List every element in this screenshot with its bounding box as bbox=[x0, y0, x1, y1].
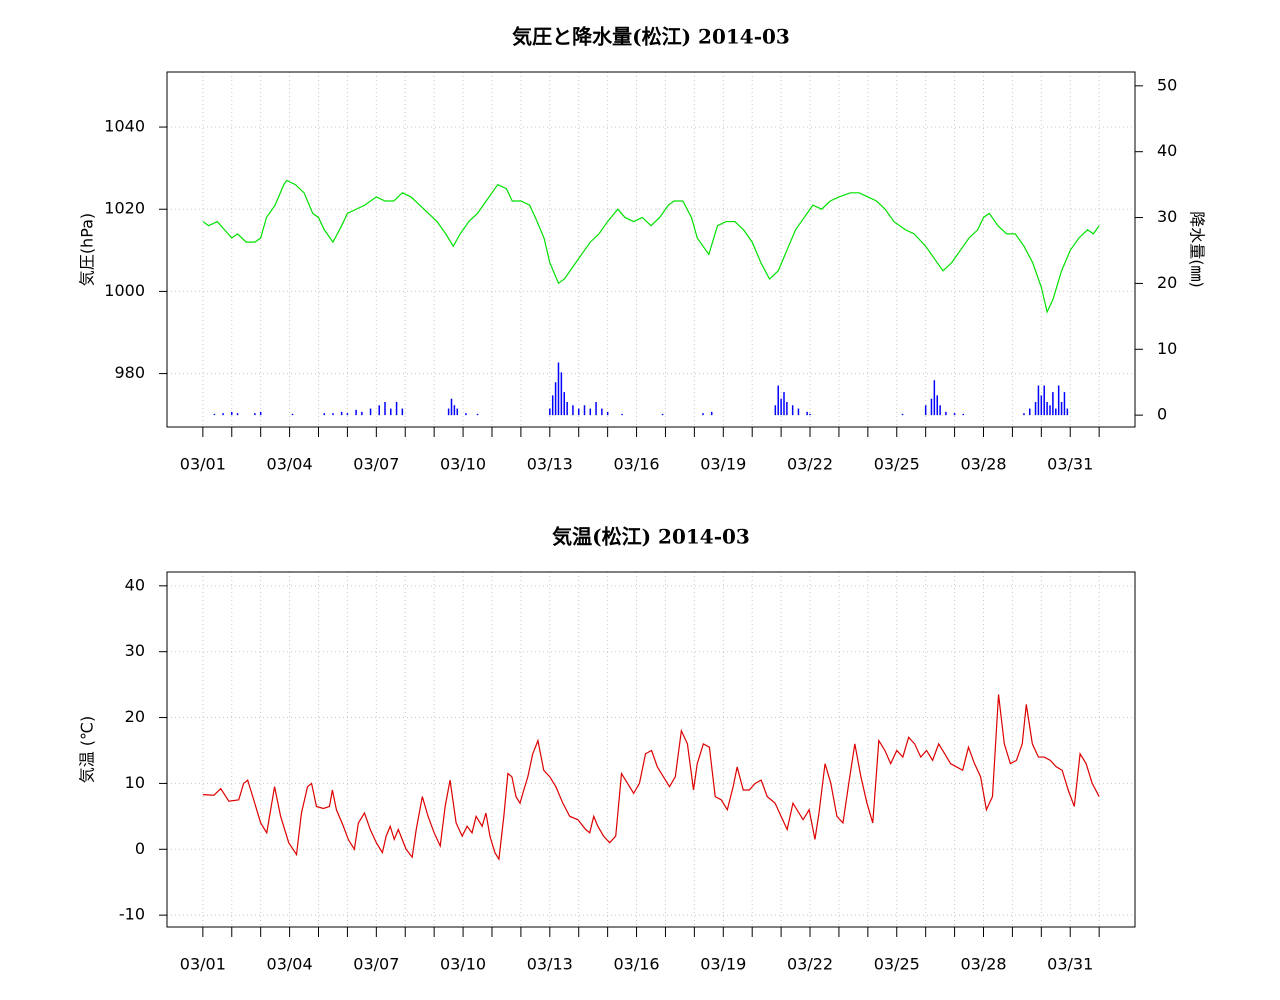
x-tick-label: 03/01 bbox=[180, 455, 226, 474]
plot-frame bbox=[166, 71, 1136, 428]
x-tick-label: 03/13 bbox=[527, 455, 573, 474]
x-tick-label: 03/28 bbox=[960, 455, 1006, 474]
chart-title: 気温(松江) 2014-03 bbox=[552, 525, 750, 549]
x-tick-label: 03/16 bbox=[613, 955, 659, 974]
data-line bbox=[202, 694, 1100, 861]
chart-title: 気圧と降水量(松江) 2014-03 bbox=[512, 25, 790, 49]
y-tick-label: -10 bbox=[119, 905, 145, 924]
y-axis-label: 気圧(hPa) bbox=[78, 213, 97, 286]
data-line bbox=[202, 179, 1100, 314]
x-tick-label: 03/31 bbox=[1047, 955, 1093, 974]
y2-tick-label: 50 bbox=[1157, 75, 1177, 94]
y2-axis-label: 降水量(㎜) bbox=[1188, 211, 1207, 288]
x-tick-label: 03/22 bbox=[787, 455, 833, 474]
y2-tick-label: 20 bbox=[1157, 273, 1177, 292]
x-tick-label: 03/19 bbox=[700, 455, 746, 474]
x-tick-label: 03/04 bbox=[267, 455, 313, 474]
y-tick-label: 30 bbox=[125, 641, 145, 660]
x-tick-label: 03/07 bbox=[353, 955, 399, 974]
x-tick-label: 03/01 bbox=[180, 955, 226, 974]
x-tick-label: 03/28 bbox=[960, 955, 1006, 974]
y-tick-label: 980 bbox=[114, 363, 145, 382]
y2-tick-label: 0 bbox=[1157, 405, 1167, 424]
y-tick-label: 1000 bbox=[104, 281, 145, 300]
x-tick-label: 03/13 bbox=[527, 955, 573, 974]
x-tick-label: 03/19 bbox=[700, 955, 746, 974]
plot-frame bbox=[166, 571, 1136, 928]
x-tick-label: 03/31 bbox=[1047, 455, 1093, 474]
y2-tick-label: 40 bbox=[1157, 141, 1177, 160]
y-tick-label: 10 bbox=[125, 773, 145, 792]
y-tick-label: 1020 bbox=[104, 199, 145, 218]
y-axis-label: 気温 (℃) bbox=[78, 716, 97, 784]
y-tick-label: 40 bbox=[125, 575, 145, 594]
y-tick-label: 20 bbox=[125, 707, 145, 726]
x-tick-label: 03/10 bbox=[440, 455, 486, 474]
x-tick-label: 03/22 bbox=[787, 955, 833, 974]
chart-panel: 気温(松江) 2014-03 03/01 03/04 03/07 03/10 03/13 0… bbox=[78, 525, 1136, 974]
x-tick-label: 03/16 bbox=[613, 455, 659, 474]
x-tick-label: 03/10 bbox=[440, 955, 486, 974]
x-tick-label: 03/25 bbox=[874, 455, 920, 474]
y-tick-label: 1040 bbox=[104, 117, 145, 136]
y2-tick-label: 30 bbox=[1157, 207, 1177, 226]
x-tick-label: 03/25 bbox=[874, 955, 920, 974]
x-tick-label: 03/07 bbox=[353, 455, 399, 474]
y2-tick-label: 10 bbox=[1157, 339, 1177, 358]
y-tick-label: 0 bbox=[135, 839, 145, 858]
x-tick-label: 03/04 bbox=[267, 955, 313, 974]
